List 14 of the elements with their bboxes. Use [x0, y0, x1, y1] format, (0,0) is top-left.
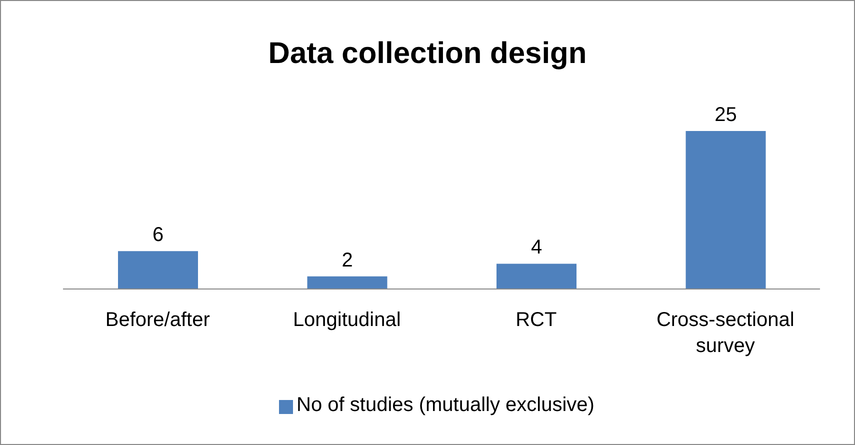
x-tick-label: RCT [514, 308, 558, 333]
chart-title: Data collection design [267, 37, 588, 71]
bar [686, 131, 766, 289]
data-label: 2 [342, 249, 353, 272]
bar [118, 251, 198, 289]
x-tick-label: Cross-sectional survey [655, 308, 796, 359]
bar [496, 264, 576, 289]
x-tick-label: Before/after [104, 308, 211, 333]
data-label: 25 [714, 104, 737, 126]
data-label: 6 [152, 224, 164, 246]
legend-label: No of studies (mutually exclusive) [296, 394, 594, 416]
x-tick-label: Longitudinal [292, 308, 402, 333]
data-label: 4 [530, 236, 542, 259]
bar [307, 276, 388, 289]
